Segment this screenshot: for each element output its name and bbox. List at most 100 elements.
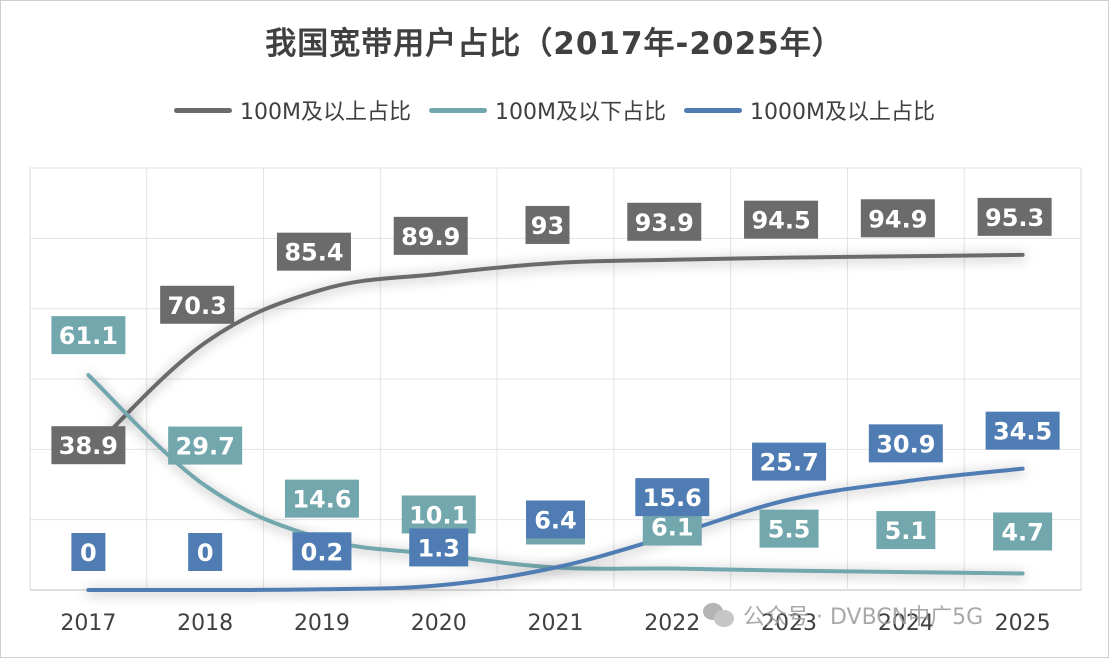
data-label: 61.1 bbox=[51, 316, 126, 355]
data-label: 5.1 bbox=[876, 511, 936, 550]
data-label-text: 29.7 bbox=[176, 433, 235, 461]
data-label-box bbox=[525, 205, 570, 244]
data-label: 70.3 bbox=[160, 285, 235, 324]
data-label: 0.2 bbox=[292, 532, 352, 571]
data-label-box bbox=[993, 512, 1053, 551]
data-label-text: 10.1 bbox=[409, 501, 468, 529]
wechat-icon bbox=[703, 601, 735, 629]
data-label-box bbox=[627, 202, 702, 241]
x-tick-label: 2024 bbox=[878, 611, 934, 636]
data-label-text: 85.4 bbox=[284, 239, 343, 267]
data-label: 5.5 bbox=[759, 509, 819, 548]
data-label: 94.5 bbox=[744, 200, 819, 239]
data-label-text: 0.2 bbox=[301, 538, 344, 566]
data-label-text: 95.3 bbox=[985, 204, 1044, 232]
data-label: 29.7 bbox=[168, 426, 243, 465]
x-tick-label: 2017 bbox=[60, 611, 116, 636]
data-label-text: 93.9 bbox=[635, 209, 694, 237]
data-label: 10.1 bbox=[401, 495, 476, 534]
legend-item-100m-below: 100M及以下占比 bbox=[429, 94, 666, 126]
data-label-text: 89.9 bbox=[401, 223, 460, 251]
data-label: 4.7 bbox=[993, 512, 1053, 551]
watermark: 公众号 · DVBCN中广5G bbox=[703, 598, 983, 632]
series-1000m-above-line bbox=[86, 466, 1025, 593]
data-label-text: 0 bbox=[80, 539, 97, 567]
data-label: 89.9 bbox=[393, 216, 468, 255]
legend-label: 100M及以下占比 bbox=[495, 100, 666, 125]
legend-swatch bbox=[174, 107, 233, 113]
data-label: 0 bbox=[71, 533, 106, 571]
x-tick-label: 2020 bbox=[411, 611, 467, 636]
data-label: 85.4 bbox=[276, 232, 351, 271]
data-label: 1.3 bbox=[409, 528, 469, 567]
data-label-box bbox=[284, 479, 359, 518]
data-label-box bbox=[393, 216, 468, 255]
legend-swatch bbox=[683, 107, 742, 113]
watermark-text: 公众号 · DVBCN中广5G bbox=[743, 605, 984, 630]
chart-title: 我国宽带用户占比（2017年-2025年） bbox=[265, 26, 844, 62]
data-label-box bbox=[409, 528, 469, 567]
data-label-box bbox=[759, 509, 819, 548]
data-label-box bbox=[744, 200, 819, 239]
legend-item-1000m-above: 1000M及以上占比 bbox=[683, 94, 935, 126]
data-label-text: 93 bbox=[531, 212, 564, 240]
data-label-box bbox=[292, 532, 352, 571]
x-tick-label: 2022 bbox=[644, 611, 700, 636]
series-100m-above-line bbox=[86, 252, 1025, 456]
data-label: 38.9 bbox=[51, 426, 126, 465]
data-label-text: 94.5 bbox=[751, 207, 810, 235]
data-label: 94.9 bbox=[860, 199, 935, 238]
data-label-box bbox=[51, 316, 126, 355]
data-label: 34.5 bbox=[985, 411, 1060, 450]
legend: 100M及以上占比 100M及以下占比 1000M及以上占比 bbox=[0, 94, 1109, 126]
data-label-text: 30.9 bbox=[876, 430, 935, 458]
data-label: 30.9 bbox=[868, 424, 943, 463]
data-label-text: 4.7 bbox=[1001, 518, 1044, 546]
data-label: 0 bbox=[188, 533, 223, 571]
data-label-text: 14.6 bbox=[292, 486, 351, 514]
data-label: 93.9 bbox=[627, 202, 702, 241]
data-label-box bbox=[160, 285, 235, 324]
data-label-box bbox=[168, 426, 243, 465]
data-label: 93 bbox=[525, 205, 570, 244]
data-label-text: 5.1 bbox=[885, 517, 928, 545]
data-label-text: 6.1 bbox=[651, 514, 694, 542]
data-label-text: 25.7 bbox=[759, 449, 818, 477]
data-label-box bbox=[977, 197, 1052, 236]
data-label-box bbox=[876, 511, 936, 550]
data-label-text: 1.3 bbox=[417, 534, 460, 562]
data-label-box bbox=[860, 199, 935, 238]
data-label: 15.6 bbox=[635, 478, 710, 517]
data-label-text: 94.9 bbox=[868, 205, 927, 233]
data-label: 14.6 bbox=[284, 479, 359, 518]
data-label-box bbox=[526, 500, 585, 539]
data-label-box bbox=[51, 426, 126, 465]
data-label-box bbox=[868, 424, 943, 463]
data-label-text: 0 bbox=[197, 539, 214, 567]
data-label-box bbox=[188, 533, 223, 571]
data-label-text: 61.1 bbox=[59, 322, 118, 350]
x-tick-label: 2023 bbox=[761, 611, 817, 636]
data-label-text: 5.5 bbox=[768, 516, 811, 544]
data-label-text: 38.9 bbox=[59, 432, 118, 460]
data-label-text: 70.3 bbox=[168, 292, 227, 320]
data-label-box bbox=[401, 495, 476, 534]
x-tick-label: 2021 bbox=[528, 611, 584, 636]
data-label: 95.3 bbox=[977, 197, 1052, 236]
data-label-box bbox=[752, 442, 827, 481]
legend-label: 100M及以上占比 bbox=[240, 100, 411, 125]
data-label-box bbox=[985, 411, 1060, 450]
data-label-text: 15.6 bbox=[643, 484, 702, 512]
data-label-text: 34.5 bbox=[993, 418, 1052, 446]
data-label-box bbox=[276, 232, 351, 271]
data-label-box bbox=[635, 478, 710, 517]
data-label-box bbox=[71, 533, 106, 571]
data-label: 6.4 bbox=[526, 500, 585, 539]
legend-label: 1000M及以上占比 bbox=[749, 100, 935, 125]
data-label: 25.7 bbox=[752, 442, 827, 481]
x-tick-label: 2025 bbox=[995, 611, 1051, 636]
legend-item-100m-above: 100M及以上占比 bbox=[174, 94, 411, 126]
legend-swatch bbox=[429, 107, 487, 113]
data-label-text: 6.4 bbox=[534, 506, 577, 534]
